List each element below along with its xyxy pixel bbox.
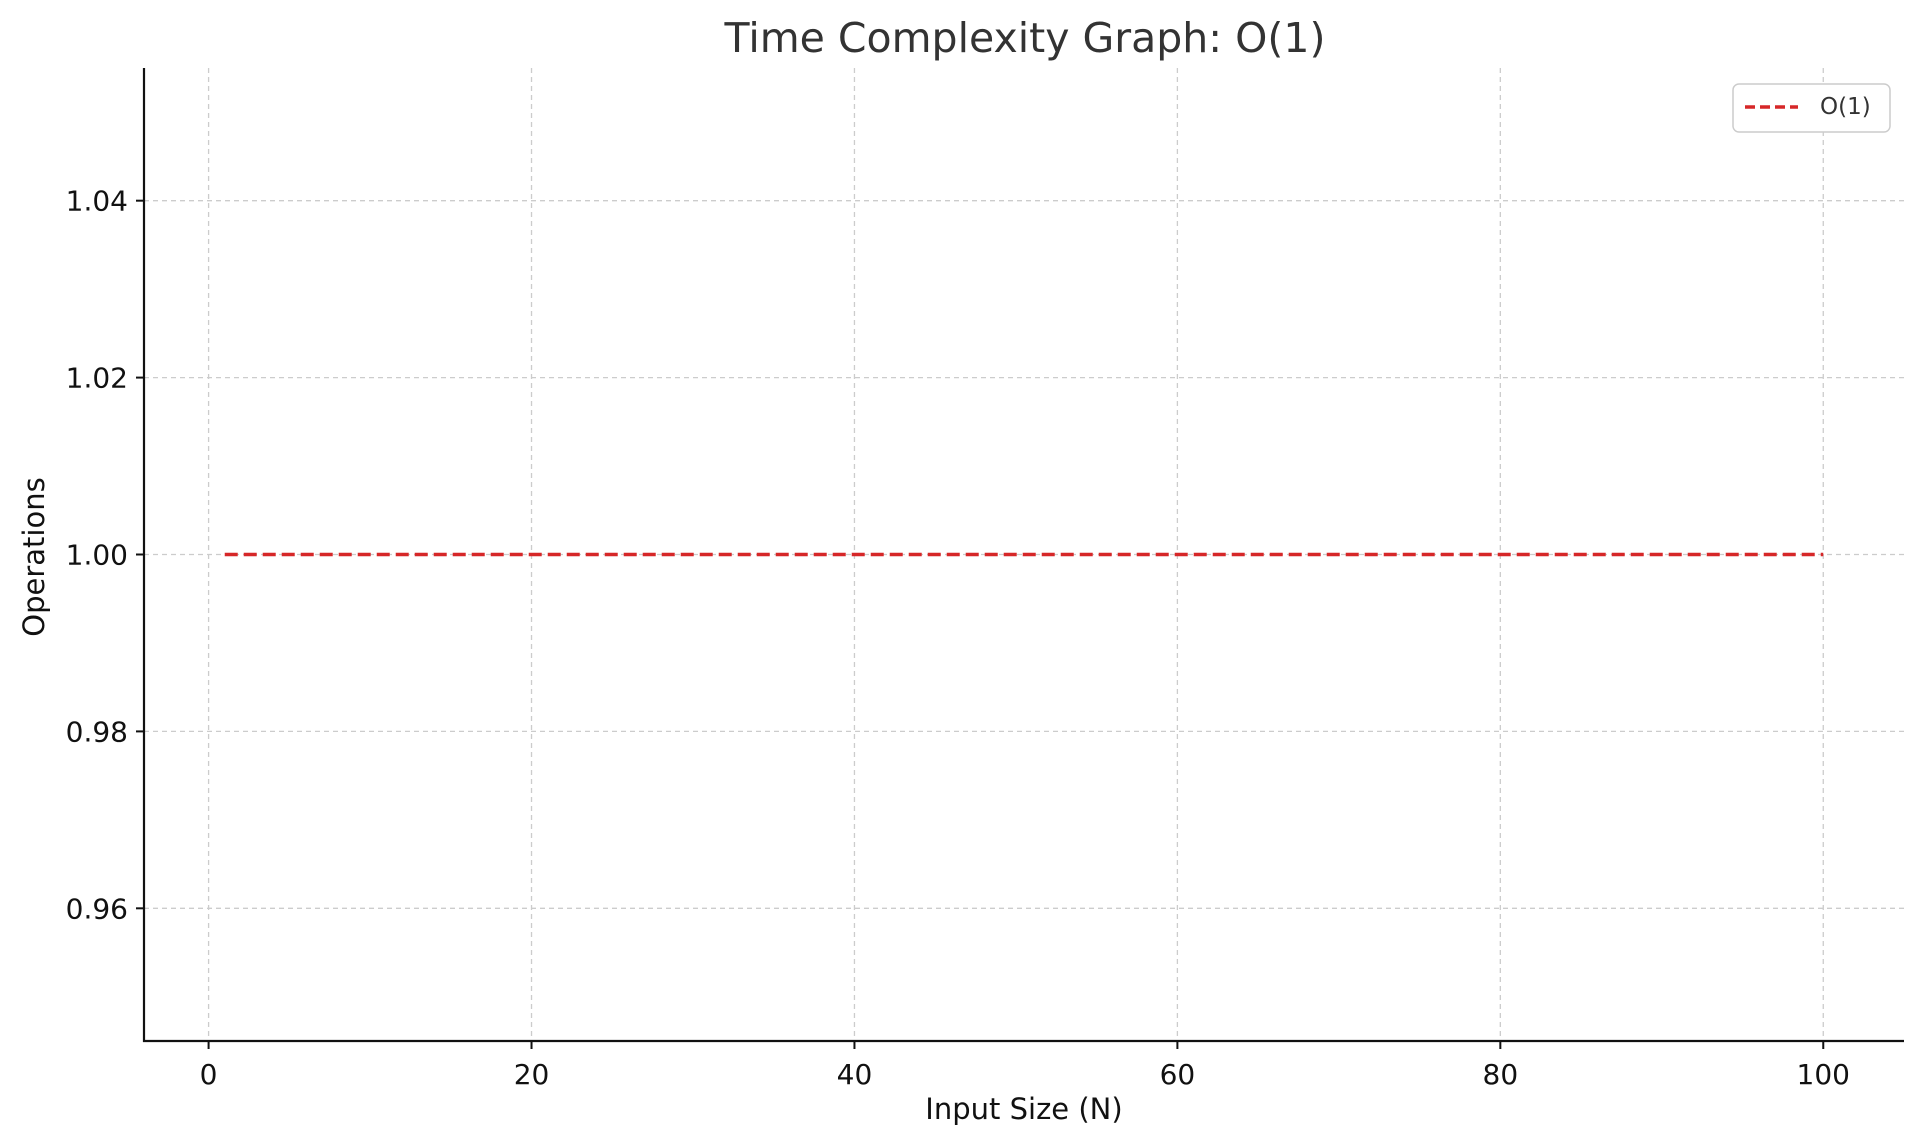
- y-axis-label: Operations: [17, 477, 51, 636]
- y-axis-ticks: 0.96 0.98 1.00 1.02 1.04: [66, 185, 144, 925]
- y-tick-label: 0.98: [66, 715, 128, 748]
- legend-box: [1732, 83, 1891, 133]
- chart-title: Time Complexity Graph: O(1): [724, 14, 1326, 62]
- x-tick-label: 60: [1160, 1058, 1196, 1091]
- y-tick-label: 1.04: [66, 185, 128, 218]
- y-tick-label: 1.02: [66, 362, 128, 395]
- y-tick-label: 1.00: [66, 539, 128, 572]
- legend: O(1): [1732, 83, 1891, 133]
- x-tick-label: 20: [514, 1058, 550, 1091]
- y-tick-label: 0.96: [66, 892, 128, 925]
- x-axis-ticks: 0 20 40 60 80 100: [200, 1041, 1850, 1091]
- x-tick-label: 80: [1483, 1058, 1519, 1091]
- x-tick-label: 100: [1797, 1058, 1850, 1091]
- x-tick-label: 0: [200, 1058, 218, 1091]
- x-tick-label: 40: [837, 1058, 873, 1091]
- x-axis-label: Input Size (N): [925, 1092, 1122, 1126]
- legend-label-o1: O(1): [1820, 94, 1871, 120]
